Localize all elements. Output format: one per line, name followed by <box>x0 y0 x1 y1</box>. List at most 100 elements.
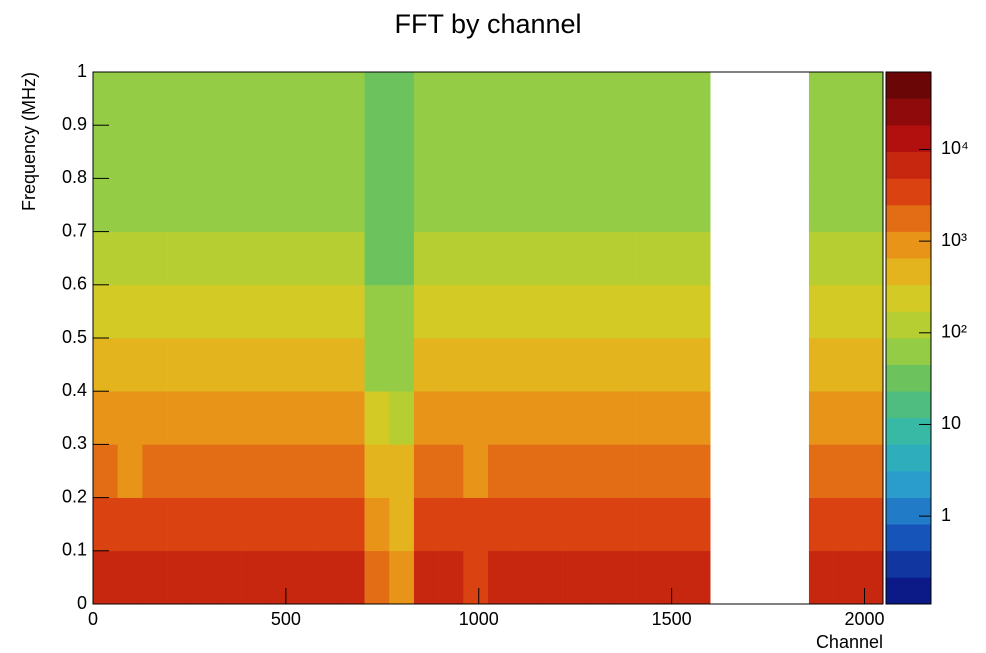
colorbar-band <box>886 231 931 259</box>
heatmap-cell <box>117 444 143 498</box>
heatmap-cell <box>808 125 834 179</box>
heatmap-cell <box>438 125 464 179</box>
heatmap-cell <box>93 338 118 392</box>
heatmap-cell <box>488 391 513 445</box>
heatmap-cell <box>512 231 538 286</box>
x-tick-label: 1000 <box>459 609 499 629</box>
heatmap-cell <box>216 444 242 498</box>
colorbar-band <box>886 98 931 126</box>
heatmap-cell <box>389 231 415 286</box>
heatmap-cell <box>562 178 588 232</box>
heatmap-cell <box>117 550 143 605</box>
heatmap-cell <box>364 284 390 339</box>
heatmap-cell <box>611 497 637 552</box>
heatmap-cell <box>660 497 686 552</box>
heatmap-cell <box>438 391 464 445</box>
heatmap-cell <box>339 178 365 232</box>
heatmap-cell <box>142 231 168 286</box>
heatmap-cell <box>389 444 415 498</box>
heatmap-cell <box>833 550 859 605</box>
heatmap-cell <box>833 72 859 126</box>
heatmap-cell <box>216 125 242 179</box>
heatmap-cell <box>216 72 242 126</box>
heatmap-cell <box>438 497 464 552</box>
colorbar-band <box>886 444 931 472</box>
heatmap-cell <box>660 178 686 232</box>
heatmap-cell <box>364 125 390 179</box>
heatmap-cell <box>586 231 612 286</box>
heatmap-cell <box>315 72 341 126</box>
heatmap-cell <box>93 550 118 605</box>
heatmap-cell <box>685 497 711 552</box>
x-tick-label: 1500 <box>652 609 692 629</box>
heatmap-cell <box>586 125 612 179</box>
heatmap-cell <box>339 497 365 552</box>
heatmap-cell <box>389 497 415 552</box>
heatmap-cell <box>290 284 316 339</box>
heatmap-cell <box>833 497 859 552</box>
heatmap-cell <box>93 497 118 552</box>
heatmap-cell <box>858 72 884 126</box>
heatmap-cell <box>339 338 365 392</box>
heatmap-cell <box>389 550 415 605</box>
heatmap-cell <box>265 444 291 498</box>
heatmap-cell <box>808 284 834 339</box>
heatmap-cell <box>562 284 588 339</box>
colorbar-band <box>886 72 931 99</box>
heatmap-cell <box>315 178 341 232</box>
heatmap-cell <box>339 444 365 498</box>
colorbar-tick-label: 10³ <box>941 230 967 250</box>
heatmap-cell <box>389 125 415 179</box>
heatmap-cell <box>586 284 612 339</box>
heatmap-cell <box>537 497 563 552</box>
heatmap-cell <box>142 550 168 605</box>
heatmap-cell <box>636 497 662 552</box>
heatmap-cell <box>93 125 118 179</box>
heatmap-cell <box>562 391 588 445</box>
heatmap-cell <box>512 125 538 179</box>
heatmap-cell <box>364 391 390 445</box>
heatmap-cell <box>562 338 588 392</box>
heatmap-cell <box>685 284 711 339</box>
x-axis-label: Channel <box>816 632 883 652</box>
heatmap-cell <box>339 125 365 179</box>
heatmap-cell <box>660 444 686 498</box>
heatmap-cell <box>413 391 439 445</box>
heatmap-cell <box>537 231 563 286</box>
heatmap-cell <box>833 444 859 498</box>
heatmap-cell <box>265 497 291 552</box>
heatmap-cell <box>142 178 168 232</box>
heatmap-cell <box>463 550 489 605</box>
heatmap-cell <box>611 550 637 605</box>
heatmap-cell <box>636 444 662 498</box>
heatmap-cell <box>586 72 612 126</box>
heatmap-cell <box>117 231 143 286</box>
heatmap-cell <box>265 284 291 339</box>
colorbar-tick-label: 1 <box>941 505 951 525</box>
heatmap-cell <box>216 497 242 552</box>
heatmap-cell <box>364 497 390 552</box>
heatmap-cell <box>562 231 588 286</box>
heatmap-cell <box>586 497 612 552</box>
heatmap-cell <box>413 284 439 339</box>
colorbar-band <box>886 471 931 498</box>
heatmap-cell <box>833 284 859 339</box>
heatmap-cell <box>636 231 662 286</box>
heatmap-cell <box>685 72 711 126</box>
heatmap-cell <box>191 497 217 552</box>
heatmap-cell <box>117 284 143 339</box>
heatmap-cell <box>685 444 711 498</box>
heatmap-cell <box>167 284 193 339</box>
colorbar-tick-label: 10 <box>941 413 961 433</box>
heatmap-cell <box>191 284 217 339</box>
heatmap-cell <box>858 125 884 179</box>
colorbar-band <box>886 391 931 419</box>
heatmap-cell <box>562 550 588 605</box>
heatmap-cell <box>339 550 365 605</box>
heatmap-cell <box>488 178 513 232</box>
heatmap-cell <box>241 178 267 232</box>
heatmap-cell <box>512 497 538 552</box>
heatmap-cell <box>512 338 538 392</box>
heatmap-cell <box>216 391 242 445</box>
heatmap-cell <box>438 178 464 232</box>
